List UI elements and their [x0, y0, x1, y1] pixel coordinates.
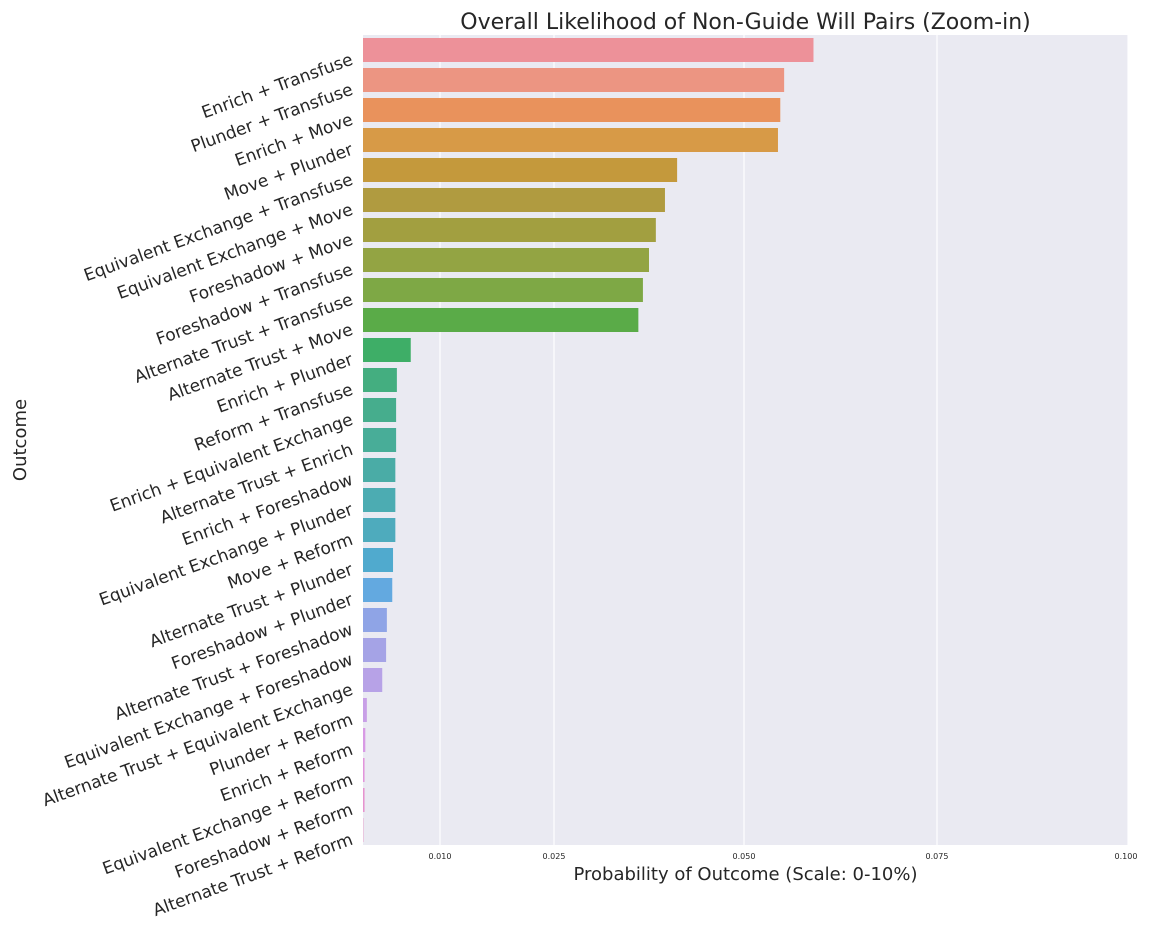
bar [363, 578, 393, 602]
bar [363, 428, 397, 452]
x-tick-label: 0.025 [543, 852, 566, 861]
bar [363, 128, 778, 152]
bar [363, 608, 387, 632]
chart-title: Overall Likelihood of Non-Guide Will Pai… [460, 10, 1030, 35]
bar [363, 218, 656, 242]
bar [363, 188, 665, 212]
bar [363, 68, 785, 92]
bar [363, 728, 366, 752]
bar [363, 308, 639, 332]
bar [363, 98, 781, 122]
bar [363, 758, 365, 782]
x-tick-label: 0.050 [733, 852, 756, 861]
bar [363, 458, 396, 482]
bars [363, 38, 814, 842]
bar [363, 278, 643, 302]
bar [363, 38, 814, 62]
x-tick-label: 0.100 [1115, 852, 1138, 861]
bar [363, 668, 383, 692]
bar [363, 158, 678, 182]
bar [363, 548, 394, 572]
bar [363, 638, 387, 662]
bar [363, 248, 649, 272]
x-tick-label: 0.010 [429, 852, 452, 861]
y-axis-label: Outcome [10, 399, 31, 481]
bar [363, 338, 411, 362]
x-axis-label: Probability of Outcome (Scale: 0-10%) [573, 864, 917, 885]
bar [363, 488, 396, 512]
plot-area [363, 35, 1128, 845]
bar [363, 788, 365, 812]
bar [363, 518, 396, 542]
bar [363, 698, 367, 722]
x-tick-label: 0.075 [926, 852, 949, 861]
bar [363, 398, 397, 422]
x-tick-labels: 0.010 0.025 0.050 0.075 0.100 [429, 852, 1138, 861]
bar [363, 368, 397, 392]
